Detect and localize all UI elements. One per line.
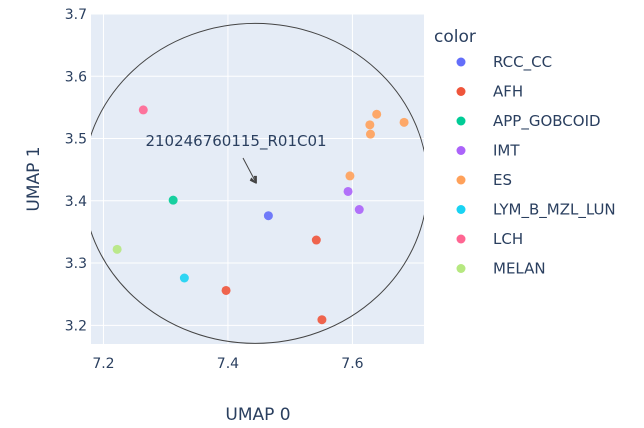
data-point [399, 117, 409, 127]
data-point [365, 129, 375, 139]
x-tick-labels: 7.2 7.4 7.6 [92, 356, 363, 372]
legend-label: LCH [493, 230, 523, 248]
plot-background [91, 14, 424, 344]
y-tick-label: 3.6 [65, 69, 87, 85]
legend-marker [456, 234, 466, 244]
x-tick-label: 7.2 [92, 356, 114, 372]
shapes-layer [91, 22, 424, 344]
legend-label: IMT [493, 142, 520, 160]
legend-marker [456, 87, 466, 96]
data-point [317, 315, 327, 325]
y-axis-title: UMAP 1 [24, 146, 44, 211]
data-point [343, 186, 353, 196]
data-point [179, 273, 189, 283]
legend-label: LYM_B_MZL_LUN [493, 201, 616, 220]
legend-marker [456, 146, 466, 155]
data-point [345, 171, 355, 181]
legend-label: ES [493, 171, 512, 189]
data-point [221, 285, 231, 295]
y-tick-label: 3.4 [65, 194, 87, 210]
legend-label: AFH [493, 83, 523, 101]
highlight-circle [91, 22, 424, 344]
legend-label: APP_GOBCOID [493, 112, 601, 131]
points-layer [112, 105, 409, 325]
legend: color RCC_CC AFH APP_GOBCOID IMT ES LYM_B_MZL… [434, 27, 616, 278]
data-point [168, 195, 178, 205]
annotation-arrow-line [242, 157, 257, 184]
data-point [354, 205, 364, 215]
y-tick-label: 3.7 [65, 7, 87, 23]
legend-label: MELAN [493, 260, 546, 278]
annotation-arrow-head [249, 175, 257, 184]
x-tick-label: 7.6 [341, 356, 363, 372]
annotations-layer: 210246760115_R01C01 [145, 132, 327, 184]
x-tick-label: 7.4 [217, 356, 239, 372]
legend-title: color [434, 27, 476, 47]
data-point [263, 211, 273, 221]
annotation-label: 210246760115_R01C01 [145, 132, 326, 151]
y-tick-labels: 3.2 3.3 3.4 3.5 3.6 3.7 [65, 7, 87, 334]
y-tick-label: 3.5 [65, 132, 87, 148]
legend-label: RCC_CC [493, 53, 552, 72]
data-point [311, 235, 321, 245]
x-axis-title: UMAP 0 [225, 405, 290, 425]
data-point [138, 105, 148, 115]
legend-marker [456, 205, 466, 214]
data-point [112, 244, 122, 254]
y-tick-label: 3.3 [65, 256, 87, 272]
legend-marker [456, 116, 466, 126]
legend-marker [456, 57, 466, 67]
legend-marker [456, 264, 466, 273]
y-tick-label: 3.2 [65, 318, 87, 334]
data-point [365, 120, 375, 130]
legend-marker [456, 175, 466, 185]
data-point [372, 109, 382, 119]
